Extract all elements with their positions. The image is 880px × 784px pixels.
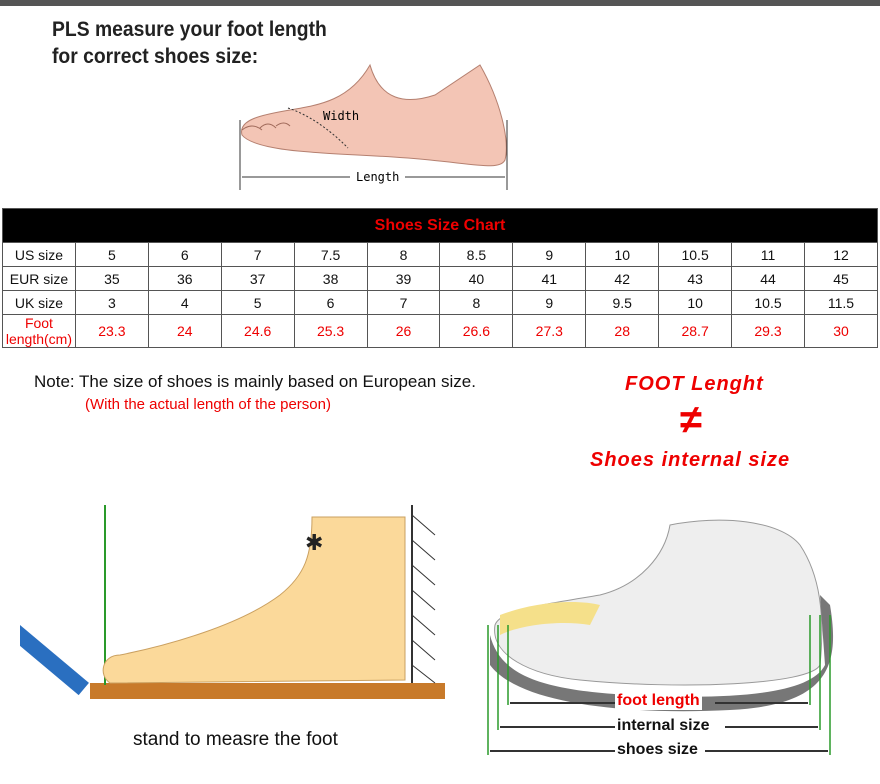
size-chart-table: Shoes Size Chart US size 5 6 7 7.5 8 8.5 9 10 10… bbox=[2, 208, 879, 348]
foot-length-label: foot length bbox=[615, 692, 702, 710]
standing-foot-illustration: ✱ bbox=[20, 505, 445, 699]
foot-length-heading: FOOT Lenght bbox=[625, 373, 764, 395]
internal-size-label: internal size bbox=[615, 717, 712, 735]
shoe-size-illustration bbox=[487, 519, 834, 755]
note-subtext: (With the actual length of the person) bbox=[85, 396, 331, 413]
length-label: Length bbox=[356, 170, 399, 184]
table-row: UK size 3 4 5 6 7 8 9 9.5 10 10.5 11.5 bbox=[2, 290, 879, 315]
page-title: PLS measure your foot length for correct… bbox=[52, 18, 327, 68]
left-caption: stand to measre the foot bbox=[133, 729, 338, 750]
table-row: Foot length(cm) 23.3 24 24.6 25.3 26 26.6 27.3… bbox=[2, 314, 879, 348]
table-row: EUR size 35 36 37 38 39 40 41 42 43 44 45 bbox=[2, 266, 879, 291]
note-text: Note: The size of shoes is mainly based … bbox=[34, 372, 476, 391]
foot-measure-illustration: Width Length bbox=[239, 63, 508, 190]
top-border bbox=[0, 0, 880, 6]
shoes-size-label: shoes size bbox=[615, 741, 700, 759]
asterisk-mark: ✱ bbox=[305, 530, 323, 555]
width-label: Width bbox=[323, 109, 359, 123]
shoes-internal-size-heading: Shoes internal size bbox=[590, 449, 791, 471]
pencil-icon bbox=[20, 625, 89, 696]
table-row: US size 5 6 7 7.5 8 8.5 9 10 10.5 11 12 bbox=[2, 242, 879, 267]
size-chart-title: Shoes Size Chart bbox=[2, 208, 878, 243]
not-equal-symbol: ≠ bbox=[680, 398, 702, 442]
